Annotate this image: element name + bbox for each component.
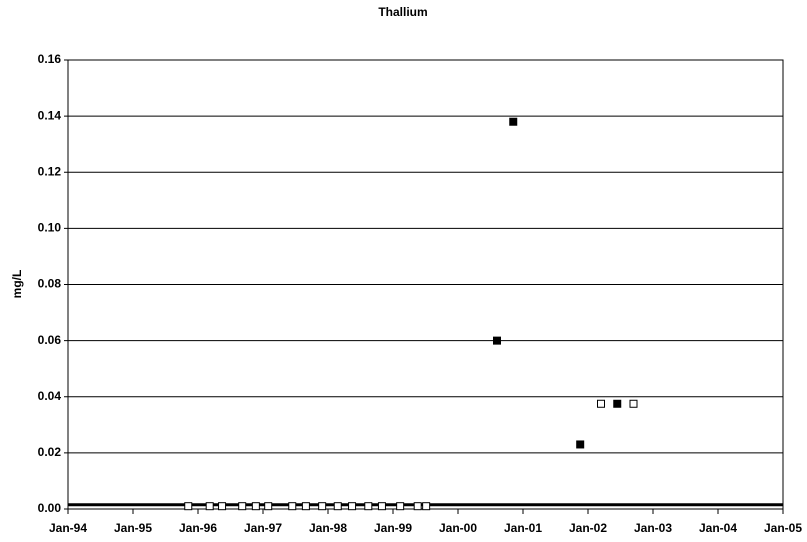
point [413,502,422,511]
x-tick-label: Jan-96 [179,521,217,535]
x-tick-label: Jan-97 [244,521,282,535]
y-tick-label: 0.10 [38,221,62,235]
point [251,502,260,511]
x-tick-label: Jan-98 [309,521,347,535]
point [576,440,585,449]
x-tick-label: Jan-95 [114,521,152,535]
y-axis-label: mg/L [10,270,24,299]
point [184,502,193,511]
point [597,399,605,408]
point [396,502,405,511]
y-tick-label: 0.14 [38,108,62,122]
x-tick-label: Jan-05 [764,521,802,535]
point [318,502,327,511]
point [364,502,373,511]
chart-title: Thallium [378,5,427,19]
x-tick-label: Jan-02 [569,521,607,535]
point [493,336,501,345]
x-tick-label: Jan-00 [439,521,477,535]
y-tick-label: 0.04 [38,389,62,403]
y-tick-label: 0.02 [38,445,62,459]
point [288,502,297,511]
point [218,502,227,511]
x-tick-label: Jan-94 [49,521,87,535]
x-tick-label: Jan-99 [374,521,412,535]
point [238,502,247,511]
point [264,502,273,511]
point [422,502,431,511]
y-tick-label: 0.16 [38,52,62,66]
y-tick-label: 0.12 [38,164,62,178]
point [377,502,386,511]
point [333,502,342,511]
y-tick-label: 0.06 [38,333,62,347]
point [509,117,518,126]
point [348,502,357,511]
y-tick-label: 0.00 [38,501,62,515]
y-tick-label: 0.08 [38,277,62,291]
point [205,502,214,511]
point [629,399,638,408]
x-tick-label: Jan-03 [634,521,672,535]
point [301,502,310,511]
x-tick-label: Jan-04 [699,521,737,535]
point [613,399,622,408]
x-tick-label: Jan-01 [504,521,542,535]
